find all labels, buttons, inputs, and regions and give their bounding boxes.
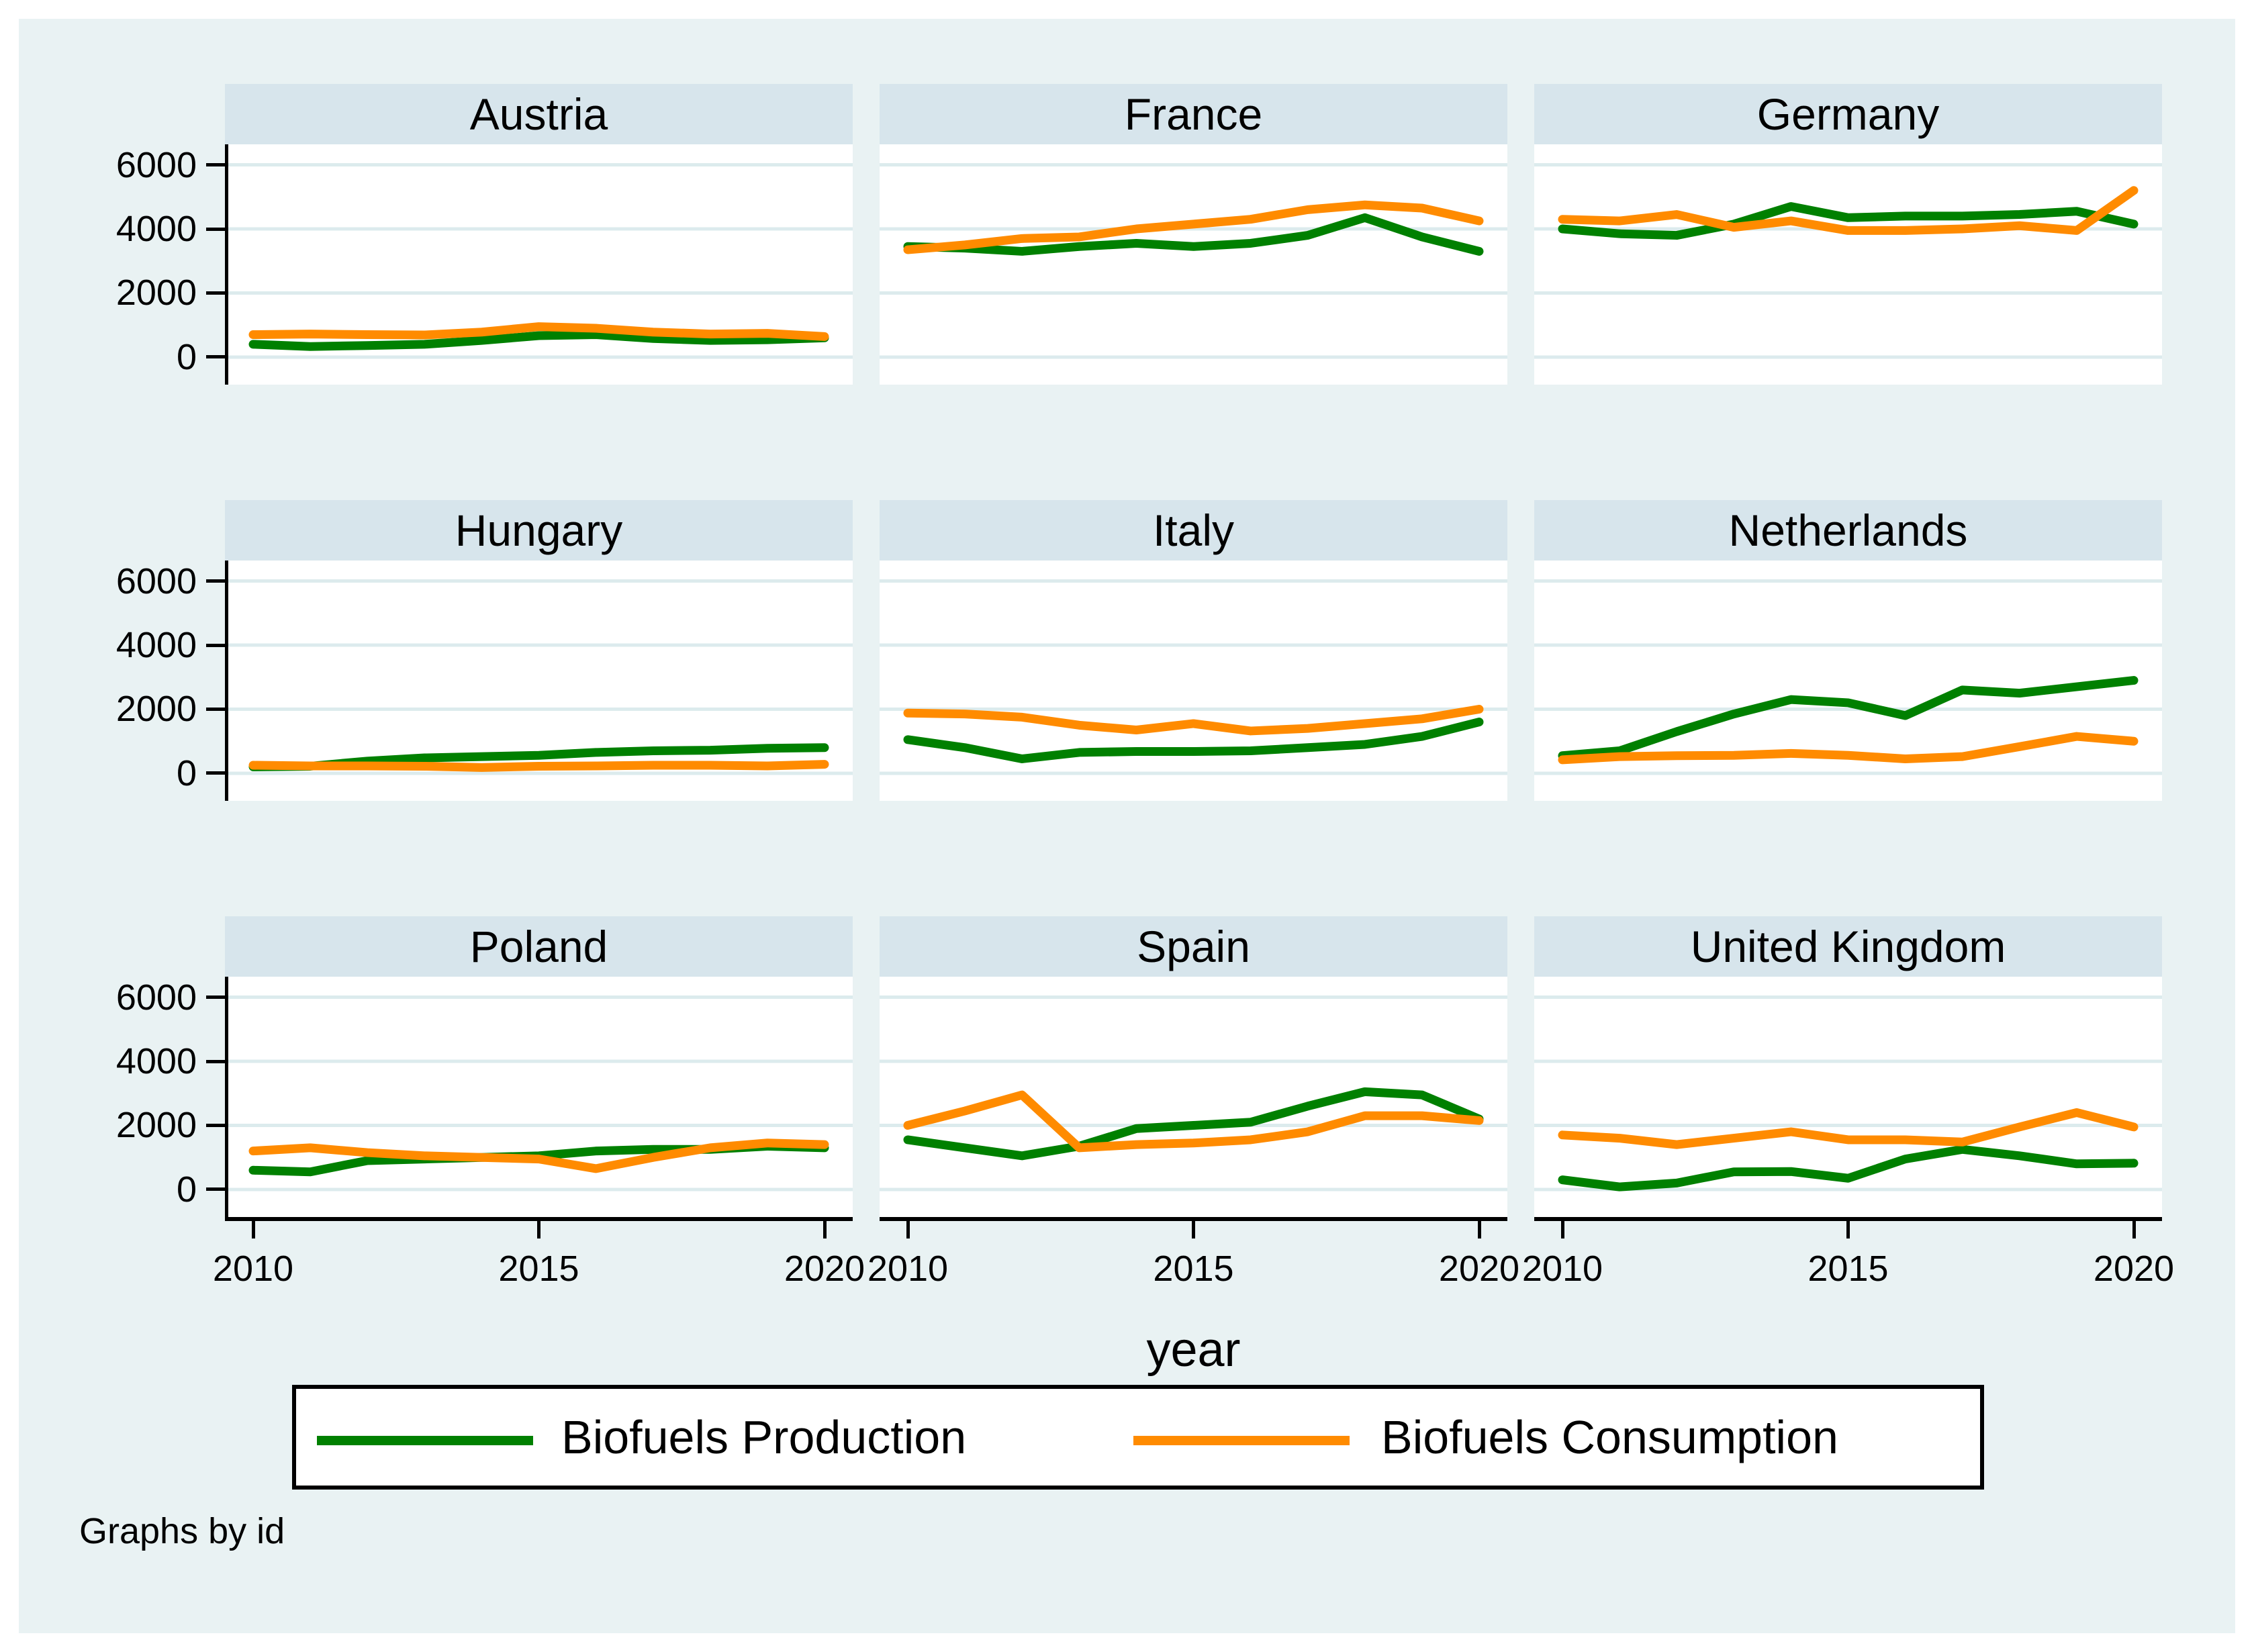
panel-chart-spain xyxy=(880,995,1507,1192)
production-legend-label: Biofuels Production xyxy=(561,1411,967,1463)
panel-plot-spain xyxy=(880,977,1507,1217)
x-axis-title: year xyxy=(1146,1323,1241,1377)
panel-plot-france xyxy=(880,144,1507,385)
biofuels-production-line xyxy=(1558,202,2139,240)
biofuels-consumption-line xyxy=(1558,186,2139,235)
x-tick-label: 2015 xyxy=(498,1249,579,1289)
x-tick-mark xyxy=(823,1221,827,1238)
x-tick-mark xyxy=(1560,1221,1564,1238)
graph-canvas: Austria 0 2000 4000 6000 France Germany Hungary… xyxy=(19,19,2235,1633)
panel-title-netherlands: Netherlands xyxy=(1534,500,2162,561)
y-tick-label: 6000 xyxy=(115,977,197,1018)
panel-title-united-kingdom: United Kingdom xyxy=(1534,916,2162,977)
x-tick-mark xyxy=(537,1221,541,1238)
x-tick-label: 2010 xyxy=(212,1249,294,1289)
y-tick-label: 0 xyxy=(176,1169,197,1210)
panel-chart-italy xyxy=(880,579,1507,775)
y-tick-mark xyxy=(206,995,225,1000)
y-tick-mark xyxy=(206,163,225,167)
x-tick-label: 2020 xyxy=(2093,1249,2175,1289)
biofuels-consumption-line xyxy=(248,760,829,772)
y-tick-mark xyxy=(206,643,225,647)
biofuels-consumption-line xyxy=(903,704,1484,736)
biofuels-consumption-line xyxy=(1558,1108,2139,1149)
biofuels-consumption-line xyxy=(248,1138,829,1173)
panel-title-france: France xyxy=(880,84,1507,144)
production-legend-swatch xyxy=(317,1436,533,1445)
y-tick-label: 4000 xyxy=(115,209,197,250)
y-tick-mark xyxy=(206,355,225,359)
y-tick-mark xyxy=(206,771,225,775)
panel-chart-poland xyxy=(225,977,853,1217)
y-tick-label: 4000 xyxy=(115,625,197,666)
panel-title-hungary: Hungary xyxy=(225,500,853,561)
panel-title-austria: Austria xyxy=(225,84,853,144)
x-tick-mark xyxy=(1192,1221,1195,1238)
x-tick-label: 2020 xyxy=(784,1249,865,1289)
y-tick-mark xyxy=(206,1123,225,1127)
panel-plot-italy xyxy=(880,561,1507,801)
biofuels-production-line xyxy=(903,1087,1484,1161)
biofuels-consumption-line xyxy=(903,1090,1484,1153)
biofuels-production-line xyxy=(903,213,1484,256)
panel-title-italy: Italy xyxy=(880,500,1507,561)
panel-title-spain: Spain xyxy=(880,916,1507,977)
biofuels-production-line xyxy=(1558,1145,2139,1192)
biofuels-production-line xyxy=(1558,676,2139,761)
y-tick-label: 6000 xyxy=(115,144,197,185)
x-axis-line xyxy=(880,1217,1507,1221)
y-tick-mark xyxy=(206,579,225,583)
biofuels-production-line xyxy=(903,718,1484,763)
x-tick-mark xyxy=(1477,1221,1481,1238)
consumption-legend-label: Biofuels Consumption xyxy=(1381,1411,1838,1463)
y-tick-label: 0 xyxy=(176,752,197,793)
panel-plot-netherlands xyxy=(1534,561,2162,801)
consumption-legend-swatch xyxy=(1133,1436,1350,1445)
x-tick-mark xyxy=(1846,1221,1850,1238)
y-tick-mark xyxy=(206,291,225,295)
y-tick-mark xyxy=(206,1059,225,1063)
panel-plot-poland xyxy=(225,977,853,1217)
x-axis-line xyxy=(225,1217,853,1221)
panel-plot-germany xyxy=(1534,144,2162,385)
panel-plot-united-kingdom xyxy=(1534,977,2162,1217)
x-tick-label: 2020 xyxy=(1438,1249,1520,1289)
legend: Biofuels Production Biofuels Consumption xyxy=(292,1385,1984,1490)
y-tick-label: 0 xyxy=(176,336,197,377)
x-tick-label: 2015 xyxy=(1807,1249,1889,1289)
x-tick-label: 2010 xyxy=(1521,1249,1603,1289)
biofuels-consumption-line xyxy=(248,322,829,341)
panel-title-poland: Poland xyxy=(225,916,853,977)
panel-plot-hungary xyxy=(225,561,853,801)
panel-plot-austria xyxy=(225,144,853,385)
panel-chart-austria xyxy=(225,144,853,385)
y-tick-label: 4000 xyxy=(115,1041,197,1082)
x-axis-line xyxy=(1534,1217,2162,1221)
x-tick-mark xyxy=(2132,1221,2136,1238)
x-tick-mark xyxy=(906,1221,910,1238)
panel-chart-germany xyxy=(1534,163,2162,359)
y-tick-mark xyxy=(206,707,225,711)
y-tick-label: 6000 xyxy=(115,561,197,601)
y-tick-label: 2000 xyxy=(115,689,197,730)
graphs-by-note: Graphs by id xyxy=(79,1511,285,1551)
y-tick-mark xyxy=(206,227,225,231)
panel-chart-hungary xyxy=(225,561,853,801)
x-tick-mark xyxy=(251,1221,255,1238)
y-tick-mark xyxy=(206,1187,225,1192)
biofuels-consumption-line xyxy=(903,200,1484,254)
x-tick-label: 2010 xyxy=(867,1249,949,1289)
biofuels-production-line xyxy=(248,330,829,351)
panel-chart-france xyxy=(880,163,1507,359)
x-tick-label: 2015 xyxy=(1153,1249,1234,1289)
panel-chart-netherlands xyxy=(1534,579,2162,775)
panel-title-germany: Germany xyxy=(1534,84,2162,144)
y-tick-label: 2000 xyxy=(115,1105,197,1146)
panel-chart-united-kingdom xyxy=(1534,995,2162,1192)
biofuels-consumption-line xyxy=(1558,732,2139,765)
y-tick-label: 2000 xyxy=(115,273,197,313)
